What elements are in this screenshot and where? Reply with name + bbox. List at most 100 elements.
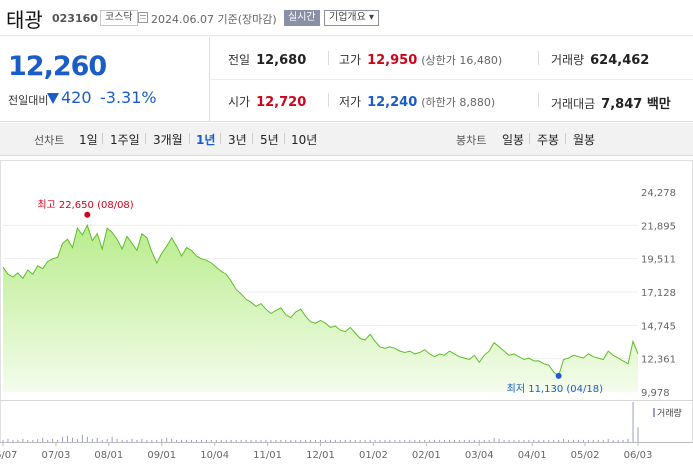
volume-bar — [76, 438, 78, 442]
volume-bar — [493, 437, 495, 442]
volume-bar — [176, 439, 178, 442]
period-10y[interactable]: 10년 — [291, 133, 318, 147]
volume-bar — [473, 439, 475, 442]
realtime-button[interactable]: 실시간 — [284, 10, 320, 26]
volume-bar — [429, 439, 431, 442]
x-tick-label: 09/01 — [147, 450, 176, 461]
low-value: 12,240 — [367, 95, 418, 110]
volume-bar — [349, 439, 351, 442]
high-cell: 고가 12,950 (상한가 16,480) — [339, 51, 502, 68]
prev-close-cell: 전일 12,680 — [228, 51, 306, 68]
y-tick-label: 24,278 — [641, 188, 676, 199]
x-tick-label: 04/01 — [518, 450, 547, 461]
volume-bar — [235, 439, 237, 442]
prev-close-value: 12,680 — [256, 53, 307, 68]
volume-bar — [414, 439, 416, 442]
prev-close-label: 전일 — [228, 53, 251, 67]
line-chart-label: 선차트 — [34, 134, 65, 147]
volume-bar — [602, 439, 604, 442]
volume-bar — [205, 439, 207, 442]
volume-bar — [2, 439, 4, 442]
volume-bar — [265, 439, 267, 442]
volume-bar — [200, 439, 202, 442]
volume-bar — [230, 439, 232, 442]
volume-bar — [607, 438, 609, 442]
volume-bar — [523, 439, 525, 442]
volume-bar — [389, 439, 391, 442]
volume-bar — [12, 439, 14, 442]
row-divider — [210, 79, 693, 80]
volume-bar — [300, 439, 302, 442]
price-chart[interactable]: 24,278 21,895 19,511 17,128 14,745 12,361 9,97… — [0, 160, 693, 466]
candle-monthly[interactable]: 월봉 — [573, 133, 596, 147]
volume-bar — [563, 438, 565, 442]
volume-bar — [553, 439, 555, 442]
x-tick-label: 12/01 — [306, 450, 335, 461]
candle-weekly[interactable]: 주봉 — [537, 133, 560, 147]
volume-bar — [329, 439, 331, 442]
divider — [565, 133, 566, 144]
volume-bar — [424, 439, 426, 442]
period-1w[interactable]: 1주일 — [110, 133, 140, 147]
period-3m[interactable]: 3개월 — [153, 133, 183, 147]
volume-bar — [270, 439, 272, 442]
volume-bar — [384, 439, 386, 442]
volume-bar — [86, 436, 88, 442]
divider — [252, 133, 253, 144]
volume-bar — [17, 439, 19, 442]
volume-bar — [250, 439, 252, 442]
volume-bar — [320, 439, 321, 442]
volume-bar — [62, 436, 64, 442]
volume-bar — [285, 439, 287, 442]
open-label: 시가 — [228, 95, 251, 109]
volume-bar — [344, 439, 346, 442]
upper-limit: (상한가 16,480) — [421, 54, 503, 67]
company-overview-button[interactable]: 기업개요 ▾ — [324, 10, 379, 26]
period-1d[interactable]: 1일 — [79, 133, 98, 147]
volume-bar — [528, 439, 530, 442]
volume-bar — [369, 439, 371, 442]
volume-bar — [632, 402, 634, 442]
volume-bar — [7, 438, 9, 442]
volume-bar — [220, 439, 222, 442]
volume-bar — [111, 436, 113, 442]
x-tick-label: 05/02 — [571, 450, 600, 461]
volume-bar — [156, 439, 158, 442]
volume-bar — [468, 439, 470, 442]
x-tick-label: 07/03 — [42, 450, 71, 461]
volume-bar — [260, 439, 262, 442]
volume-bar — [612, 439, 614, 442]
volume-bar — [463, 439, 465, 442]
volume-bar — [399, 439, 401, 442]
volume-bar — [498, 438, 500, 442]
x-tick-label: 02/01 — [412, 450, 441, 461]
divider — [189, 133, 190, 144]
volume-bar — [543, 439, 545, 442]
divider — [102, 133, 103, 144]
volume-bar — [161, 438, 163, 442]
period-5y[interactable]: 5년 — [260, 133, 279, 147]
change-value: 420 — [61, 88, 92, 107]
y-tick-label: 17,128 — [641, 288, 676, 299]
divider — [529, 133, 530, 144]
low-label: 저가 — [339, 95, 362, 109]
candle-daily[interactable]: 일봉 — [502, 133, 525, 147]
volume-bar — [587, 439, 589, 442]
volume-bar — [57, 439, 59, 442]
volume-bar — [290, 439, 292, 442]
volume-cell: 거래량 624,462 — [551, 51, 649, 68]
period-3y[interactable]: 3년 — [228, 133, 247, 147]
volume-bar — [439, 439, 441, 442]
volume-bar — [483, 439, 485, 442]
calendar-icon — [138, 12, 148, 23]
volume-bar — [548, 439, 550, 442]
period-1y[interactable]: 1년 — [196, 133, 216, 147]
volume-bar — [181, 439, 183, 442]
volume-bar — [577, 439, 579, 442]
prev-compare-label: 전일대비 — [8, 94, 49, 107]
volume-bar — [453, 439, 455, 442]
x-tick-label: 06/07 — [0, 450, 17, 461]
volume-bar — [136, 439, 138, 442]
volume-bar — [394, 439, 396, 442]
volume-bar — [508, 439, 510, 442]
